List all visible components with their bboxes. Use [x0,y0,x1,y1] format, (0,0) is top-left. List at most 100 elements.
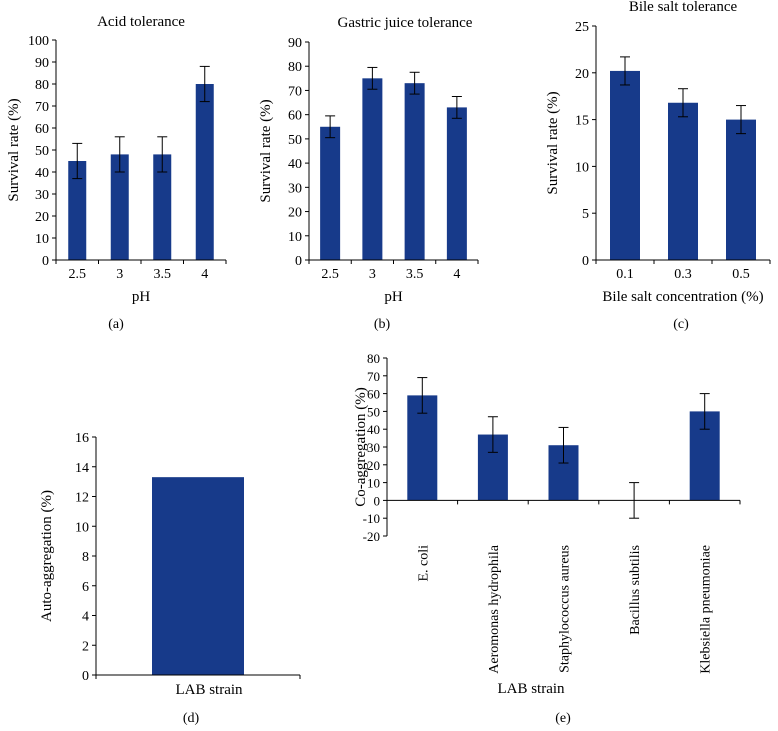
bar-2 [404,83,425,260]
y-tick-label: 20 [288,206,302,221]
y-tick-label: 0 [82,669,89,684]
chart-panel-c: 0 5 10 15 20 25 0.1 0.3 0.5 Bile salt tolerance Bi… [545,0,771,332]
y-tick-label: 12 [75,491,89,506]
x-tick-label: 2.5 [69,267,87,282]
y-axis-label: Survival rate (%) [258,99,274,202]
y-tick-label: 60 [288,109,302,124]
y-tick-label: 30 [35,188,49,203]
y-tick-label: 60 [367,387,380,402]
error-bar-2 [409,71,420,95]
error-bar-0 [325,115,336,139]
y-tick-label: 70 [367,369,380,384]
x-tick-label: Staphylococcus aureus [558,545,573,673]
bar-3 [195,84,214,260]
y-axis-label: Survival rate (%) [6,98,22,201]
y-tick-label: 20 [575,67,589,82]
y-tick-label: 90 [35,56,49,71]
chart-title: Bile salt tolerance [629,0,738,15]
axes [383,357,741,537]
chart-panel-d: 0 2 4 6 8 10 12 14 16 LAB strain Auto-aggregation … [39,431,301,726]
y-tick-label: -10 [363,511,380,526]
x-axis-label: pH [384,289,403,305]
y-axis-label: Survival rate (%) [545,91,561,194]
bar-1 [668,102,698,260]
error-bar-1 [678,88,688,118]
axes [92,436,301,679]
axes [592,25,771,264]
error-bar-1 [487,416,498,453]
y-tick-label: 0 [295,254,302,269]
y-tick-label: 30 [288,181,302,196]
y-tick-label: 100 [28,34,49,49]
y-tick-label: 80 [35,78,49,93]
y-tick-label: 0 [582,254,589,269]
error-bar-3 [451,96,462,119]
y-tick-label: 60 [35,122,49,137]
bar-0 [68,161,87,260]
y-tick-label: 90 [288,36,302,51]
y-tick-label: 80 [288,60,302,75]
x-tick-label: Bacillus subtilis [628,545,643,635]
y-tick-label: 30 [367,440,380,455]
bar-3 [446,107,467,261]
y-tick-label: 40 [288,157,302,172]
x-axis-label: pH [132,289,151,305]
y-tick-label: 20 [35,210,49,225]
y-tick-label: 50 [288,133,302,148]
y-tick-label: 10 [575,160,589,175]
error-bar-4 [699,393,710,430]
panel-label: (a) [108,317,124,332]
x-tick-label: Aeromonas hydrophila [487,544,502,673]
x-axis-label: LAB strain [497,681,565,697]
bar-1 [362,78,383,260]
panel-label: (d) [183,711,200,726]
x-tick-label: 4 [453,267,460,282]
error-bar-2 [558,426,569,464]
chart-panel-b: 0 10 20 30 40 50 60 70 80 90 2.5 3 3.5 4 Gastric juice… [258,15,479,332]
bar-2 [153,154,172,260]
error-bar-0 [417,377,428,414]
y-tick-label: -20 [363,529,380,544]
y-tick-label: 5 [582,207,589,222]
y-tick-label: 8 [82,550,89,565]
y-tick-label: 10 [367,476,380,491]
y-tick-label: 40 [367,422,380,437]
y-tick-label: 70 [288,84,302,99]
bar-0 [152,477,244,675]
chart-panel-a: 0 10 20 30 40 50 60 70 80 90 100 2.5 3 3.5 4 Acid toler… [6,14,227,332]
x-tick-label: Klebsiella pneumoniae [699,545,714,674]
y-tick-label: 80 [367,351,380,366]
y-axis-label: Co-aggregation (%) [353,387,369,507]
y-tick-label: 40 [35,166,49,181]
bar-0 [610,70,640,260]
axes [52,39,227,264]
x-tick-label: 3.5 [406,267,424,282]
x-tick-label: 0.3 [674,267,692,282]
y-axis-label: Auto-aggregation (%) [39,490,55,622]
y-tick-label: 0 [42,254,49,269]
y-tick-label: 4 [82,610,89,625]
x-tick-label: 4 [201,267,208,282]
y-tick-label: 20 [367,458,380,473]
error-bar-2 [157,136,168,173]
error-bar-2 [736,105,746,135]
y-tick-label: 10 [288,230,302,245]
y-tick-label: 2 [82,639,89,654]
y-tick-label: 16 [75,431,89,446]
x-tick-label: 2.5 [321,267,339,282]
panel-label: (e) [555,711,571,726]
error-bar-1 [114,136,125,173]
y-tick-label: 10 [35,232,49,247]
x-tick-label: 0.1 [616,267,634,282]
y-tick-label: 15 [575,114,589,129]
bar-1 [110,154,129,260]
x-axis-label: LAB strain [175,682,243,698]
bar-0 [320,126,341,261]
panel-label: (c) [673,317,689,332]
chart-title: Acid tolerance [97,14,185,30]
y-tick-label: 70 [35,100,49,115]
x-tick-label: E. coli [416,545,431,582]
x-axis-label: Bile salt concentration (%) [602,289,763,305]
error-bar-0 [620,56,630,86]
